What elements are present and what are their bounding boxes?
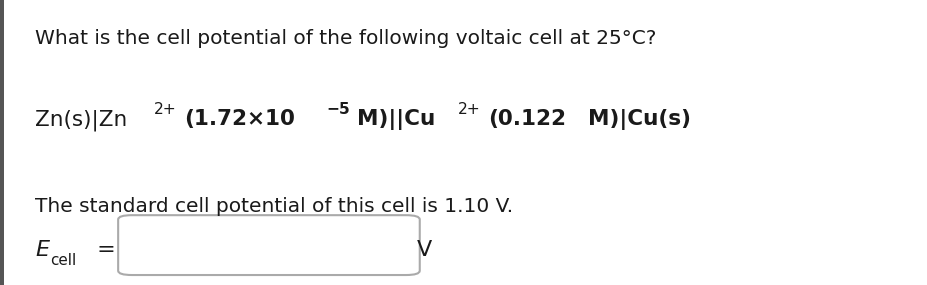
Text: V: V	[416, 241, 432, 260]
Text: (0.122: (0.122	[488, 109, 565, 129]
Text: 2+: 2+	[154, 102, 177, 117]
Text: M)|Cu(s): M)|Cu(s)	[588, 109, 691, 131]
FancyBboxPatch shape	[118, 215, 419, 275]
Text: What is the cell potential of the following voltaic cell at 25°C?: What is the cell potential of the follow…	[35, 28, 656, 48]
Bar	[0, 0, 4, 285]
Text: E: E	[35, 241, 49, 260]
Text: cell: cell	[51, 253, 77, 268]
Text: 2+: 2+	[458, 102, 480, 117]
Text: =: =	[90, 241, 122, 260]
Text: (1.72×10: (1.72×10	[184, 109, 294, 129]
Text: M)||Cu: M)||Cu	[357, 109, 435, 131]
Text: The standard cell potential of this cell is 1.10 V.: The standard cell potential of this cell…	[35, 197, 513, 216]
Text: Zn(s)|Zn: Zn(s)|Zn	[35, 109, 127, 131]
Text: −5: −5	[326, 102, 350, 117]
